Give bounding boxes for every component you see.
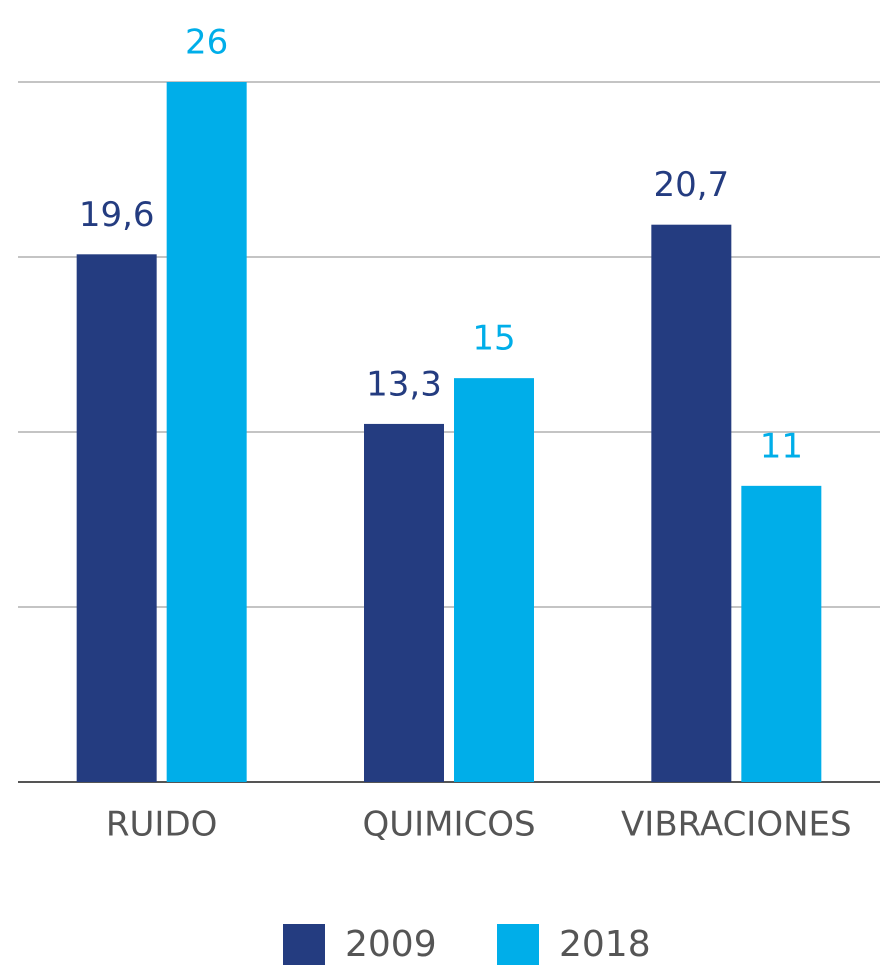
x-tick-label: QUIMICOS bbox=[362, 805, 535, 845]
value-label: 26 bbox=[185, 23, 228, 63]
value-label: 11 bbox=[760, 426, 803, 466]
bar bbox=[741, 485, 822, 782]
value-label: 15 bbox=[472, 319, 515, 359]
legend-swatch bbox=[283, 924, 325, 965]
x-tick-label: RUIDO bbox=[106, 805, 217, 845]
bar bbox=[166, 82, 247, 782]
bar bbox=[651, 224, 732, 782]
legend-label: 2018 bbox=[559, 924, 651, 965]
value-label: 19,6 bbox=[79, 195, 155, 235]
legend-swatch bbox=[497, 924, 539, 965]
value-label: 13,3 bbox=[366, 364, 442, 404]
bar bbox=[76, 254, 157, 783]
bar bbox=[364, 423, 444, 782]
legend-label: 2009 bbox=[345, 924, 437, 965]
x-tick-label: VIBRACIONES bbox=[621, 805, 852, 845]
value-label: 20,7 bbox=[653, 165, 729, 205]
bar bbox=[454, 378, 534, 782]
